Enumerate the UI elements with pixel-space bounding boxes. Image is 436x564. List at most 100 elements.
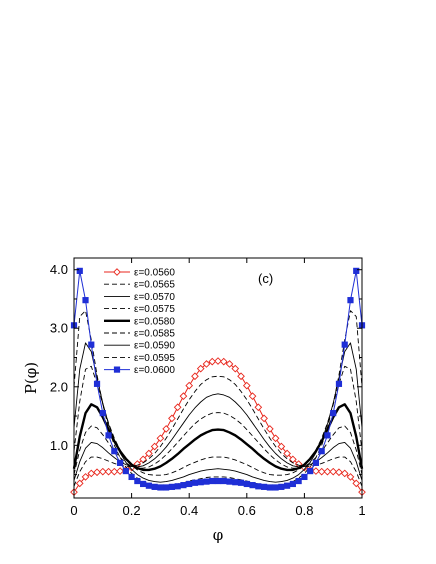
data-point: [312, 467, 320, 475]
data-point: [150, 442, 159, 451]
data-point: [219, 357, 228, 366]
plot-frame: [73, 257, 363, 499]
data-point: [260, 483, 268, 490]
y-tick-label: 3.0: [50, 321, 68, 336]
data-point: [104, 467, 113, 476]
series: [73, 393, 363, 481]
data-point: [113, 366, 121, 373]
x-tick-label: 0.6: [238, 503, 256, 518]
data-point: [347, 297, 354, 304]
data-point: [353, 267, 360, 274]
data-point: [197, 479, 204, 486]
data-point: [220, 477, 227, 485]
data-point: [214, 477, 222, 485]
data-point: [162, 425, 170, 433]
series-line: [73, 375, 363, 487]
data-point: [82, 297, 89, 304]
series-line: [73, 412, 363, 475]
data-point: [105, 432, 112, 439]
data-point: [93, 468, 101, 477]
legend-label: ε=0.0575: [134, 304, 175, 315]
series: [70, 267, 366, 491]
data-point: [318, 448, 325, 455]
data-point: [225, 360, 234, 368]
data-point: [335, 380, 343, 387]
axes-layer: 0 0.2 0.4 0.6 0.8 1 1.0 2.0 3.0 4.0: [50, 258, 366, 518]
data-point: [226, 478, 233, 485]
data-point: [110, 467, 119, 476]
data-point: [191, 479, 199, 486]
data-point: [317, 467, 326, 476]
data-point: [243, 480, 250, 488]
data-point: [324, 432, 331, 439]
data-point: [191, 372, 199, 381]
data-point: [203, 478, 210, 485]
legend-label: ε=0.0585: [134, 329, 175, 340]
data-point: [330, 410, 337, 417]
x-tick-label: 0.4: [180, 503, 198, 518]
data-point: [87, 469, 96, 478]
data-point: [289, 480, 296, 488]
data-point: [340, 469, 349, 478]
data-point: [180, 482, 187, 489]
data-point: [295, 477, 302, 485]
legend-label: ε=0.0600: [134, 365, 175, 376]
legend: ε=0.0560ε=0.0565ε=0.0570ε=0.0575ε=0.0580…: [104, 268, 175, 376]
data-point: [254, 403, 263, 412]
data-point: [151, 483, 158, 490]
series-line: [73, 365, 363, 476]
x-tick-label: 0.2: [123, 503, 141, 518]
series: [70, 357, 366, 496]
data-point: [271, 434, 280, 443]
data-point: [237, 372, 245, 381]
series: [73, 365, 363, 476]
series-line: [72, 403, 364, 472]
data-point: [352, 479, 361, 488]
data-point: [145, 449, 153, 458]
data-point: [341, 341, 348, 348]
series-line: [73, 342, 363, 483]
data-point: [128, 473, 135, 481]
y-tick-label: 1.0: [50, 438, 68, 453]
data-point: [134, 477, 141, 485]
legend-label: ε=0.0590: [134, 341, 175, 352]
data-point: [214, 357, 222, 365]
data-point: [242, 381, 251, 390]
data-point: [99, 410, 106, 417]
data-point: [88, 341, 95, 348]
data-point: [75, 479, 84, 488]
data-point: [76, 267, 83, 274]
legend-label: ε=0.0560: [134, 268, 175, 279]
data-point: [93, 380, 101, 387]
data-point: [260, 414, 268, 423]
y-tick-label: 4.0: [50, 262, 68, 277]
data-point: [157, 484, 164, 491]
data-point: [208, 357, 217, 366]
data-point: [111, 448, 118, 455]
data-point: [266, 425, 274, 433]
data-point: [301, 473, 308, 481]
data-point: [283, 449, 291, 458]
data-point: [185, 381, 194, 390]
series: [73, 412, 363, 475]
data-point: [179, 392, 188, 400]
data-point: [278, 483, 285, 490]
data-point: [196, 364, 205, 373]
data-point: [323, 467, 332, 476]
legend-label: ε=0.0565: [134, 280, 175, 291]
data-point: [98, 467, 107, 476]
data-point: [232, 479, 239, 486]
data-point: [173, 403, 182, 412]
data-point: [145, 482, 152, 489]
data-point: [163, 484, 170, 491]
data-point: [248, 392, 257, 400]
data-point: [174, 483, 181, 490]
data-point: [266, 484, 273, 491]
data-point: [122, 467, 129, 475]
series-line: [73, 393, 363, 481]
x-tick-label: 0: [70, 503, 77, 518]
data-point: [231, 364, 240, 373]
data-point: [277, 442, 286, 451]
data-point: [113, 268, 121, 276]
